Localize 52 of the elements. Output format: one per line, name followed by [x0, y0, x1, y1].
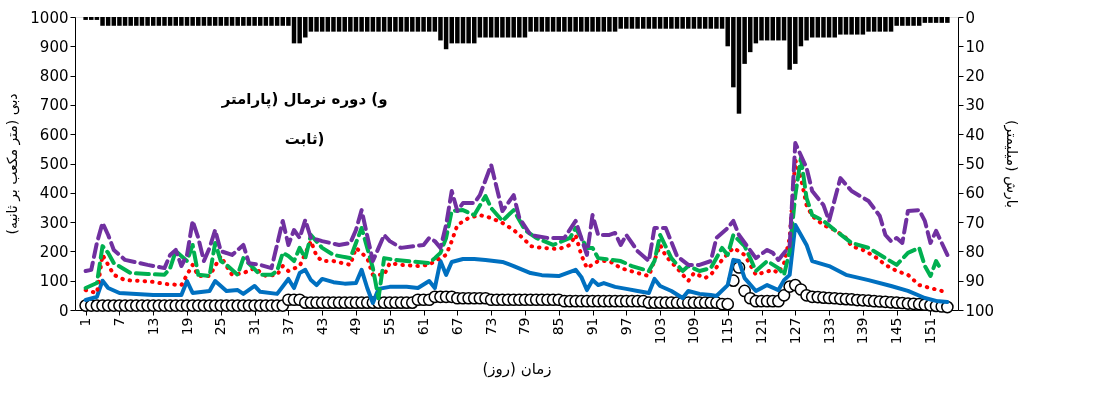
y2-tick-label: 70 [965, 213, 985, 232]
y-tick-label: 200 [39, 242, 69, 261]
y-tick-label: 300 [39, 213, 69, 232]
y2-tick-label: 0 [965, 8, 976, 27]
y-tick-label: 400 [39, 184, 69, 203]
x-tick-label: 139 [854, 317, 871, 345]
y2-tick-label: 50 [965, 155, 985, 173]
x-tick-label: 79 [516, 317, 533, 336]
x-axis-title: زمان (روز) [482, 360, 552, 379]
x-tick-label: 25 [212, 317, 229, 336]
x-tick-label: 49 [347, 317, 364, 336]
x-tick-label: 91 [584, 317, 601, 336]
text: و) دوره نرمال (پارامتر ثابت) [221, 90, 388, 149]
x-tick-label: 61 [415, 317, 432, 336]
x-tick-label: 127 [786, 317, 803, 345]
x-tick-label: 97 [617, 317, 634, 336]
y2-tick-label: 60 [965, 184, 985, 203]
y-tick-label: 700 [39, 96, 69, 115]
y2-tick-label: 90 [965, 272, 985, 291]
x-tick-label: 19 [178, 317, 195, 336]
x-tick-label: 151 [921, 317, 938, 345]
x-tick-label: 55 [381, 317, 398, 336]
y2-tick-label: 30 [965, 96, 985, 115]
y-tick-label: 100 [39, 272, 69, 291]
y2-axis-title: بارش (میلیمتر) [1003, 119, 1021, 209]
x-tick-label: 13 [144, 317, 161, 336]
y2-tick-label: 20 [965, 67, 985, 86]
y-tick-label: 500 [39, 155, 69, 173]
x-tick-label: 37 [279, 317, 296, 336]
y2-tick-label: 100 [965, 301, 995, 320]
y-tick-label: 1000 [30, 8, 69, 27]
x-tick-label: 133 [820, 317, 837, 345]
x-tick-label: 115 [719, 317, 736, 345]
x-tick-label: 67 [448, 317, 465, 336]
x-tick-label: 103 [651, 317, 668, 345]
y2-tick-label: 40 [965, 125, 985, 144]
x-tick-label: 7 [110, 317, 127, 327]
y-tick-label: 600 [39, 125, 69, 144]
x-tick-label: 121 [753, 317, 769, 345]
y2-tick-label: 80 [965, 242, 985, 261]
x-tick-label: 43 [313, 317, 330, 336]
x-tick-label: 109 [685, 317, 702, 345]
y-tick-label: 0 [58, 301, 69, 320]
y2-tick-label: 10 [965, 37, 985, 56]
x-tick-label: 85 [550, 317, 567, 336]
x-tick-label: 1 [77, 317, 94, 327]
y-tick-label: 900 [39, 37, 69, 56]
x-tick-label: 145 [888, 317, 905, 345]
x-tick-label: 31 [246, 317, 263, 336]
y-tick-label: 800 [39, 67, 69, 86]
x-tick-label: 73 [482, 317, 499, 336]
y-axis-title: دبی (متر مکعب بر ثانیه) [4, 93, 22, 235]
